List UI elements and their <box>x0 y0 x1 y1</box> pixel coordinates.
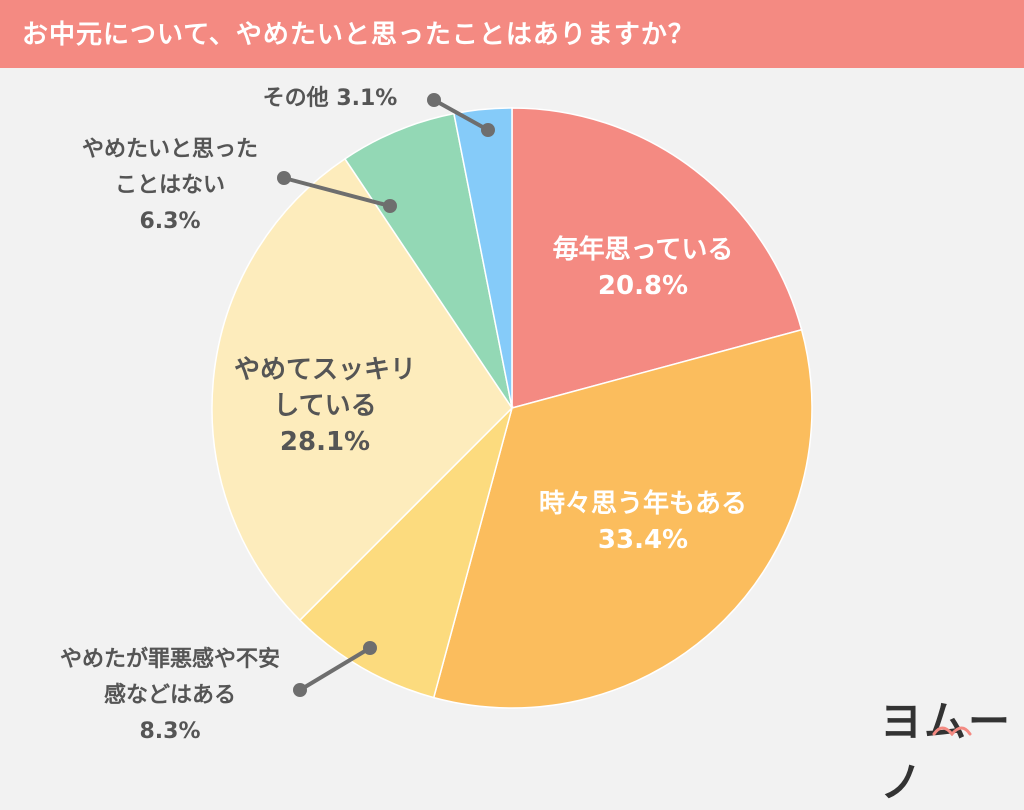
pie-slice-sukkiri <box>211 157 513 622</box>
brand-logo: ヨムーノ <box>880 697 1013 807</box>
leader-dot-zaiakukan-1 <box>363 641 377 655</box>
slice-labels: 毎年思っている 20.8% 時々思う年もある 33.4% やめたが罪悪感や不安感などはあ… <box>60 86 747 744</box>
pie-slice-maitoshi <box>511 107 803 409</box>
slice-label-sonota: その他 3.1% <box>263 86 398 111</box>
chart-title: お中元について、やめたいと思ったことはありますか？ <box>22 20 695 50</box>
slice-label-sukkiri: やめてスッキリしている 28.1% <box>234 355 416 457</box>
pie-chart: 毎年思っている 20.8% 時々思う年もある 33.4% やめたが罪悪感や不安感などはあ… <box>60 86 813 744</box>
slice-label-tokidoki: 時々思う年もある 33.4% <box>539 488 747 555</box>
slice-label-nai: やめたいと思ったことはない 6.3% <box>82 137 258 234</box>
pie-slices <box>211 107 813 709</box>
header-bar: お中元について、やめたいと思ったことはありますか？ <box>0 0 1024 68</box>
leader-dot-sonota-2 <box>427 93 441 107</box>
leader-dot-zaiakukan-2 <box>293 683 307 697</box>
leader-dot-nai-1 <box>383 199 397 213</box>
leader-lines <box>277 93 495 697</box>
brand-accent-icon <box>932 726 972 736</box>
pie-slice-nai <box>343 112 513 409</box>
leader-line-nai <box>283 176 391 208</box>
leader-dot-sonota-1 <box>481 123 495 137</box>
slice-label-maitoshi: 毎年思っている 20.8% <box>553 234 734 301</box>
pie-slice-tokidoki <box>432 328 813 709</box>
slice-label-zaiakukan: やめたが罪悪感や不安感などはある 8.3% <box>60 646 280 744</box>
leader-line-zaiakukan <box>298 646 372 692</box>
pie-slice-zaiakukan <box>298 405 514 699</box>
leader-dot-nai-2 <box>277 171 291 185</box>
pie-slice-sonota <box>453 107 513 409</box>
leader-line-sonota <box>433 98 489 132</box>
